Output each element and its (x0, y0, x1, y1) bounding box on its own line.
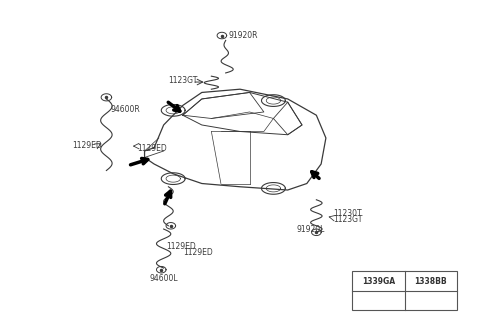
Text: 94600L: 94600L (149, 274, 178, 283)
Text: 1129ED: 1129ED (137, 144, 167, 153)
Text: 1123GT: 1123GT (168, 75, 198, 85)
Text: 1129ED: 1129ED (166, 242, 196, 252)
Text: 1129ED: 1129ED (183, 248, 213, 257)
Text: 1123GT: 1123GT (333, 215, 362, 224)
Bar (352, 271, 457, 310)
Text: 1339GA: 1339GA (362, 277, 395, 286)
Text: 1338BB: 1338BB (415, 277, 447, 286)
Text: 11230T: 11230T (333, 209, 362, 218)
Text: 1129ED: 1129ED (72, 141, 102, 150)
Text: 91920L: 91920L (296, 225, 324, 234)
Text: 94600R: 94600R (110, 105, 140, 114)
Text: 91920R: 91920R (228, 31, 258, 40)
